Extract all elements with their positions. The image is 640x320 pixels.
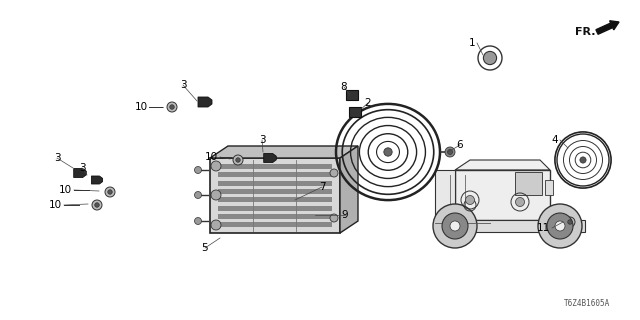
Polygon shape: [340, 146, 358, 233]
Polygon shape: [455, 170, 550, 220]
Circle shape: [233, 155, 243, 165]
Text: 10: 10: [59, 185, 72, 195]
Circle shape: [445, 147, 455, 157]
Text: 7: 7: [319, 182, 325, 192]
Polygon shape: [210, 146, 358, 158]
Circle shape: [195, 166, 202, 173]
Polygon shape: [435, 170, 455, 220]
Text: 4: 4: [552, 135, 558, 145]
Bar: [435, 220, 585, 232]
Circle shape: [538, 204, 582, 248]
Circle shape: [433, 204, 477, 248]
Text: 2: 2: [365, 98, 371, 108]
Text: 10: 10: [205, 152, 218, 162]
Circle shape: [384, 148, 392, 156]
Circle shape: [211, 220, 221, 230]
Bar: [218, 214, 332, 219]
Circle shape: [515, 197, 525, 206]
Bar: [218, 197, 332, 202]
Circle shape: [170, 105, 174, 109]
Polygon shape: [515, 172, 542, 195]
Circle shape: [105, 187, 115, 197]
Text: 10: 10: [49, 200, 62, 210]
Text: 8: 8: [340, 82, 348, 92]
Circle shape: [95, 203, 99, 207]
Circle shape: [167, 102, 177, 112]
Bar: [218, 189, 332, 194]
Bar: [218, 180, 332, 186]
Circle shape: [565, 217, 575, 227]
Circle shape: [195, 218, 202, 225]
Circle shape: [465, 196, 474, 204]
Text: 9: 9: [342, 210, 348, 220]
Circle shape: [555, 221, 565, 231]
Text: 3: 3: [259, 135, 266, 145]
Circle shape: [547, 213, 573, 239]
Text: 6: 6: [457, 140, 463, 150]
Circle shape: [483, 52, 497, 65]
Circle shape: [450, 221, 460, 231]
Circle shape: [580, 157, 586, 163]
Text: FR.: FR.: [575, 27, 595, 37]
Circle shape: [330, 214, 338, 222]
Text: 10: 10: [135, 102, 148, 112]
Polygon shape: [92, 176, 102, 184]
Text: 3: 3: [180, 80, 186, 90]
Text: 1: 1: [468, 38, 475, 48]
Bar: [346, 90, 358, 100]
Circle shape: [211, 161, 221, 171]
Polygon shape: [74, 169, 86, 178]
Polygon shape: [210, 158, 340, 233]
Polygon shape: [198, 97, 212, 107]
Text: 3: 3: [54, 153, 60, 163]
Bar: [545, 180, 553, 195]
Bar: [218, 164, 332, 169]
Circle shape: [568, 220, 572, 224]
Circle shape: [236, 158, 240, 162]
Circle shape: [195, 191, 202, 198]
Text: 3: 3: [79, 163, 85, 173]
Circle shape: [211, 190, 221, 200]
Bar: [349, 107, 361, 117]
Bar: [218, 222, 332, 227]
FancyArrow shape: [596, 21, 619, 34]
Text: 11: 11: [537, 223, 550, 233]
Circle shape: [92, 200, 102, 210]
Polygon shape: [264, 154, 276, 163]
Polygon shape: [455, 160, 550, 170]
Bar: [218, 205, 332, 211]
Bar: [218, 172, 332, 177]
Circle shape: [108, 190, 112, 194]
Text: T6Z4B1605A: T6Z4B1605A: [564, 299, 610, 308]
Text: 5: 5: [202, 243, 208, 253]
Circle shape: [330, 169, 338, 177]
Circle shape: [442, 213, 468, 239]
Circle shape: [447, 149, 452, 155]
